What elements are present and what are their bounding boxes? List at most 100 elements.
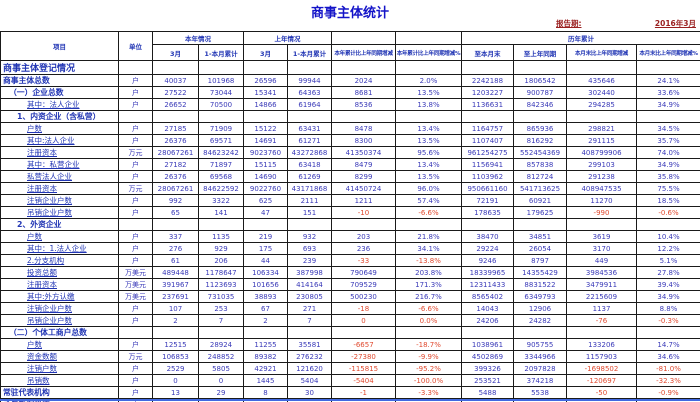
col-yoy-change: 本年累计比上年同期增减 (331, 44, 396, 61)
unit-cell (118, 326, 153, 339)
value-cell: 541713625 (513, 182, 567, 195)
value-cell (461, 110, 514, 123)
value-cell: 693 (287, 242, 332, 255)
value-cell: 2215609 (566, 290, 637, 303)
value-cell: 11255 (243, 338, 288, 351)
value-cell: -18 (331, 302, 396, 315)
value-cell: 34.6% (636, 350, 700, 363)
row-label: （一）企业总数 (0, 86, 119, 99)
row-label: （二）个体工商户总数 (0, 326, 119, 339)
value-cell: 60921 (513, 194, 567, 207)
value-cell: 8831522 (513, 278, 567, 291)
unit-cell: 户 (118, 254, 153, 267)
table-row: 私营法人企业户 26376 69568 14690 61269 8299 13.5% 1103… (0, 170, 700, 183)
value-cell: 374218 (513, 374, 567, 387)
value-cell (152, 60, 199, 75)
value-cell: 38893 (243, 290, 288, 303)
value-cell: 14691 (243, 134, 288, 147)
unit-cell: 户 (118, 86, 153, 99)
unit-cell: 户 (118, 98, 153, 111)
table-row: 2、外资企业 (0, 218, 700, 231)
value-cell (243, 110, 288, 123)
value-cell: 65 (152, 206, 199, 219)
value-cell: 900787 (513, 86, 567, 99)
value-cell: 0 (331, 314, 396, 327)
value-cell: 26376 (152, 134, 199, 147)
value-cell: 28067261 (152, 182, 199, 195)
unit-cell: 万元 (118, 350, 153, 363)
value-cell: 302440 (566, 86, 637, 99)
value-cell: 276232 (287, 350, 332, 363)
value-cell: 84623242 (198, 146, 244, 159)
value-cell: 790649 (331, 266, 396, 279)
group-last-year: 上年情况 (243, 31, 332, 45)
value-cell: 2 (152, 314, 199, 327)
value-cell: 865936 (513, 122, 567, 135)
value-cell: -6.6% (395, 302, 462, 315)
table-row: 2.分支机构户 61 206 44 239 -33 -13.8% 9246 8797 449 5.1… (0, 254, 700, 267)
value-cell: -0.6% (636, 206, 700, 219)
row-label: 吊销数 (0, 374, 119, 387)
table-row: 其中：法人企业户 26652 70500 14866 61964 8536 13.8% 113… (0, 98, 700, 111)
value-cell: 4502869 (461, 350, 514, 363)
value-cell: 13.8% (395, 98, 462, 111)
value-cell: 57.4% (395, 194, 462, 207)
value-cell: 13.4% (395, 122, 462, 135)
value-cell (395, 60, 462, 75)
value-cell: 12311433 (461, 278, 514, 291)
col-unit: 单位 (118, 31, 153, 61)
row-label: 注销企业户数 (0, 302, 119, 315)
value-cell: 709529 (331, 278, 396, 291)
value-cell: 26652 (152, 98, 199, 111)
value-cell: 71897 (198, 158, 244, 171)
value-cell: 271 (287, 302, 332, 315)
unit-cell (118, 110, 153, 123)
value-cell (566, 60, 637, 75)
value-cell (461, 218, 514, 231)
value-cell (243, 326, 288, 339)
value-cell: 14355429 (513, 266, 567, 279)
value-cell: 842346 (513, 98, 567, 111)
value-cell: 2 (243, 314, 288, 327)
value-cell: 816292 (513, 134, 567, 147)
value-cell: 294285 (566, 98, 637, 111)
value-cell: -13.8% (395, 254, 462, 267)
value-cell: 14043 (461, 302, 514, 315)
row-label: 其中：1.法人企业 (0, 242, 119, 255)
value-cell: 47 (243, 206, 288, 219)
value-cell: 236 (331, 242, 396, 255)
value-cell: 552454369 (513, 146, 567, 159)
value-cell: 96.0% (395, 182, 462, 195)
table-row: 吊销数户 0 0 1445 5404 -5404 -100.0% 253521 374218 -1… (0, 374, 700, 387)
value-cell: 1135 (198, 230, 244, 243)
unit-cell: 万美元 (118, 278, 153, 291)
value-cell: 435646 (566, 74, 637, 87)
value-cell: -32.3% (636, 374, 700, 387)
group-this-year: 本年情况 (152, 31, 244, 45)
value-cell: 63431 (287, 122, 332, 135)
value-cell: 18339965 (461, 266, 514, 279)
value-cell: 13.5% (395, 86, 462, 99)
table-row: 吊销企业户数户 65 141 47 151 -10 -6.6% 178635 179625 -99… (0, 206, 700, 219)
table-row: （一）企业总数户 27522 73044 15341 64363 8681 13.5% 120… (0, 86, 700, 99)
value-cell (287, 110, 332, 123)
table-row: 注册资本 万元 28067261 84623242 9023760 43272868 413… (0, 146, 700, 159)
row-label: 1、内资企业（含私营） (0, 110, 119, 123)
unit-cell: 户 (118, 134, 153, 147)
value-cell (636, 110, 700, 123)
unit-cell: 户 (118, 302, 153, 315)
value-cell: 1107407 (461, 134, 514, 147)
report-period-label: 报告期: (556, 19, 582, 28)
value-cell: 8 (243, 386, 288, 399)
value-cell: 12.2% (636, 242, 700, 255)
table-row: 1、内资企业（含私营） (0, 110, 700, 123)
value-cell: 12515 (152, 338, 199, 351)
value-cell: 11270 (566, 194, 637, 207)
value-cell: 101968 (198, 74, 244, 87)
value-cell: -27380 (331, 350, 396, 363)
value-cell: 34.5% (636, 122, 700, 135)
row-label: 其中:外方认缴 (0, 290, 119, 303)
value-cell (566, 326, 637, 339)
value-cell: -0.3% (636, 314, 700, 327)
value-cell (198, 110, 244, 123)
